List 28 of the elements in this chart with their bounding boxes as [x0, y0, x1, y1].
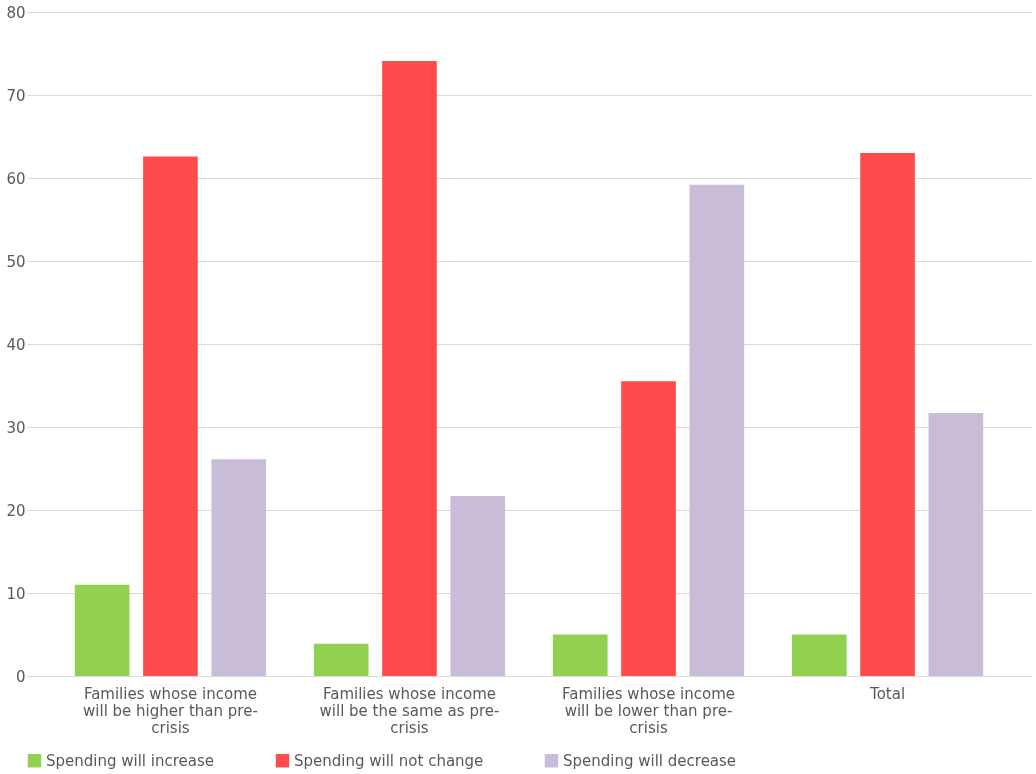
bar — [382, 60, 437, 676]
legend-label: Spending will not change — [294, 751, 484, 770]
bar — [621, 381, 676, 676]
bar — [313, 643, 369, 676]
bar — [143, 156, 198, 676]
y-tick-label: 0 — [15, 667, 26, 686]
bar — [791, 634, 847, 676]
bar — [211, 459, 267, 676]
y-tick-label: 40 — [6, 335, 26, 354]
y-tick-label: 70 — [6, 86, 26, 105]
x-tick-label: Families whose income will be the same as pre-crisis — [319, 684, 500, 737]
y-tick-label: 30 — [6, 418, 26, 437]
legend-label: Spending will increase — [46, 751, 215, 770]
bar — [552, 634, 608, 676]
bar — [860, 153, 915, 676]
y-tick-label: 10 — [6, 584, 26, 603]
bar — [928, 412, 984, 676]
y-tick-label: 50 — [6, 252, 26, 271]
y-tick-label: 80 — [6, 3, 26, 22]
bar — [689, 184, 745, 676]
y-tick-label: 60 — [6, 169, 26, 188]
bar — [450, 495, 506, 676]
legend-label: Spending will decrease — [563, 751, 737, 770]
bar — [74, 584, 130, 676]
x-tick-label: Families whose income will be higher than pre-crisis — [83, 684, 258, 737]
y-tick-label: 20 — [6, 501, 26, 520]
x-tick-label: Total — [869, 684, 906, 703]
x-tick-label: Families whose income will be lower than pre-crisis — [561, 684, 736, 737]
